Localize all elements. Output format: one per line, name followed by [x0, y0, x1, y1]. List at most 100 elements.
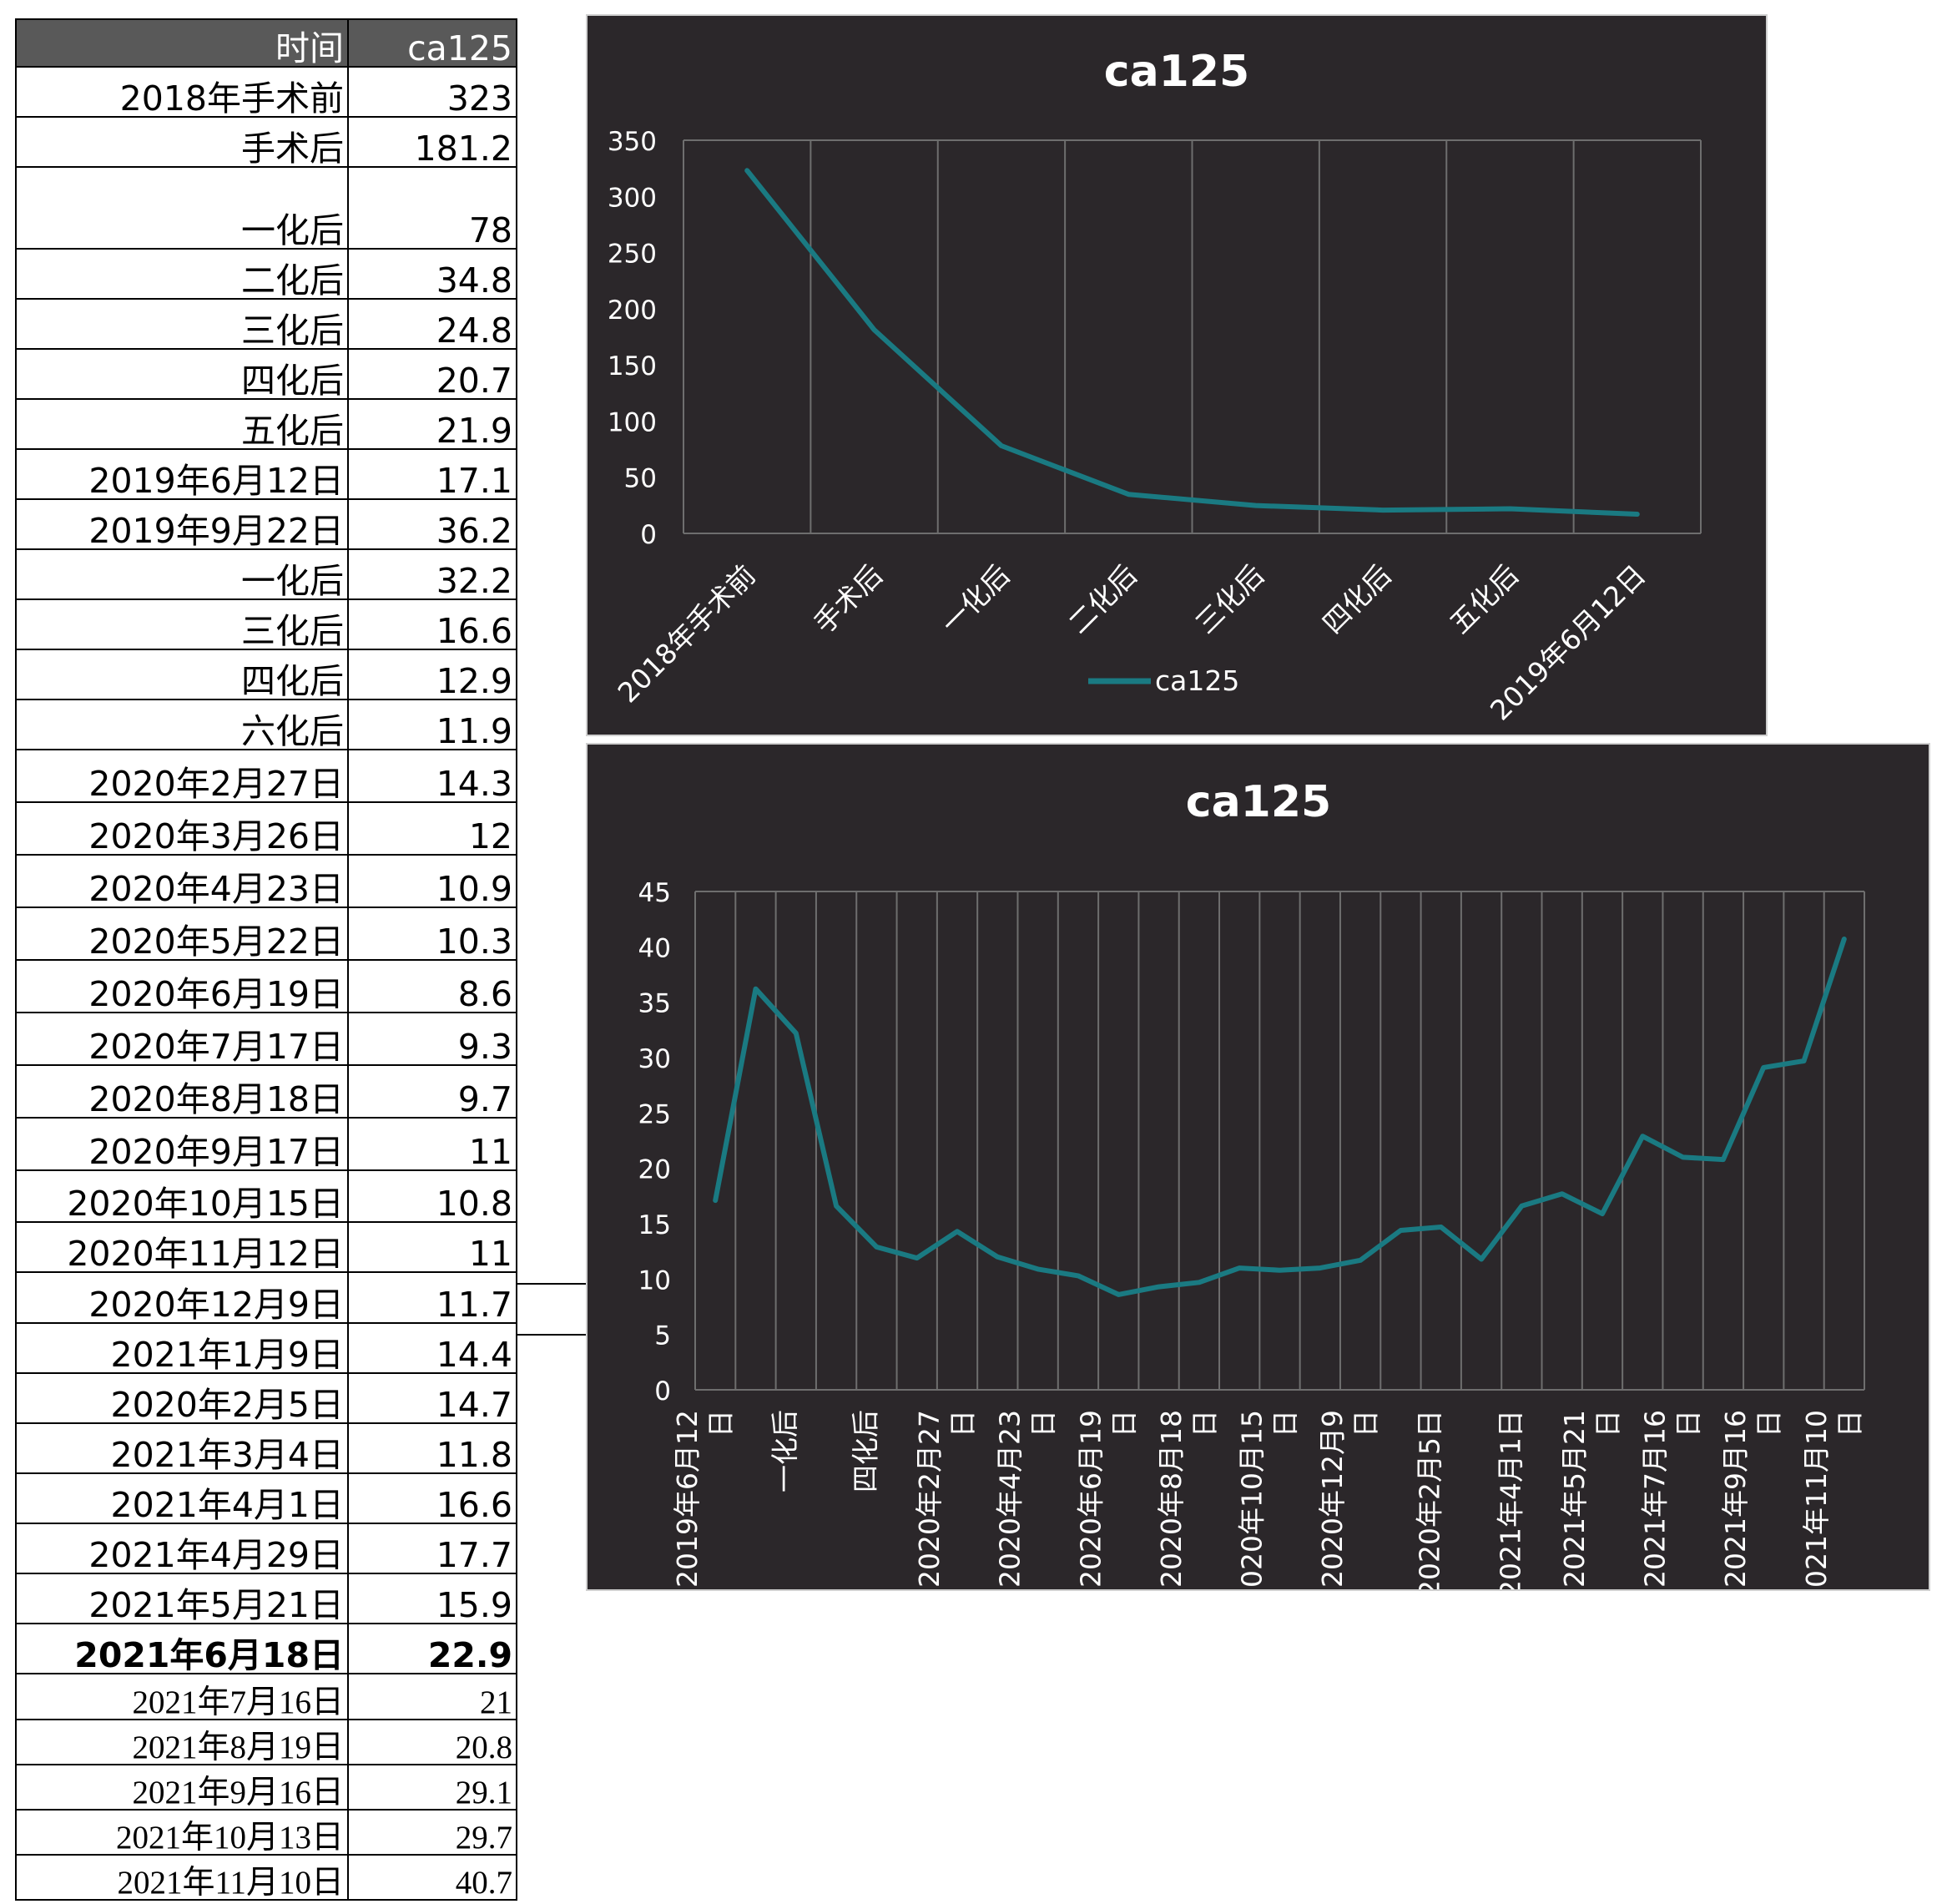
cell-time[interactable]: 四化后 [15, 650, 349, 700]
cell-value[interactable]: 32.2 [349, 550, 517, 600]
cell-time[interactable]: 2020年6月19日 [15, 961, 349, 1013]
cell-value[interactable]: 10.8 [349, 1171, 517, 1223]
cell-value[interactable]: 29.7 [349, 1811, 517, 1856]
cell-value[interactable]: 323 [349, 68, 517, 118]
cell-time[interactable]: 2021年11月10日 [15, 1856, 349, 1901]
cell-time[interactable]: 2020年9月17日 [15, 1119, 349, 1171]
cell-time[interactable]: 三化后 [15, 300, 349, 350]
cell-time[interactable]: 2019年6月12日 [15, 450, 349, 500]
cell-value[interactable]: 22.9 [349, 1624, 517, 1674]
cell-time[interactable]: 六化后 [15, 700, 349, 750]
cell-time[interactable]: 2021年9月16日 [15, 1765, 349, 1811]
cell-time[interactable]: 2020年8月18日 [15, 1066, 349, 1119]
cell-time[interactable]: 2020年2月5日 [15, 1374, 349, 1424]
chart-ca125-late[interactable]: ca125 0 5 10 15 20 25 30 35 40 45 2019年6月12 日一化后 四化后 2… [586, 743, 1930, 1591]
x-tick-label: 2020年2月27 [913, 1410, 946, 1588]
cell-value[interactable]: 14.3 [349, 750, 517, 803]
data-point [1158, 1286, 1160, 1288]
cell-value[interactable]: 29.1 [349, 1765, 517, 1811]
cell-time[interactable]: 2021年8月19日 [15, 1720, 349, 1765]
cell-value[interactable]: 10.9 [349, 856, 517, 908]
data-point [714, 1199, 716, 1201]
cell-time[interactable]: 2020年10月15日 [15, 1171, 349, 1223]
cell-value[interactable]: 12 [349, 803, 517, 856]
cell-value[interactable]: 78 [349, 168, 517, 250]
cell-time[interactable]: 2020年5月22日 [15, 908, 349, 961]
chart-ca125-early[interactable]: ca125 0 50 100 150 200 250 300 350 2018年手术前 手术后 一化后… [586, 14, 1768, 736]
y-tick-label: 30 [638, 1044, 671, 1074]
cell-time[interactable]: 三化后 [15, 600, 349, 650]
cell-value[interactable]: 20.8 [349, 1720, 517, 1765]
cell-value[interactable]: 40.7 [349, 1856, 517, 1901]
x-tick-label: 日 [1027, 1410, 1060, 1437]
cell-value[interactable]: 16.6 [349, 600, 517, 650]
cell-value[interactable]: 10.3 [349, 908, 517, 961]
cell-time[interactable]: 一化后 [15, 550, 349, 600]
table-row: 2020年4月23日 10.9 [15, 854, 517, 908]
y-tick-label: 40 [638, 933, 671, 963]
header-cell-value[interactable]: ca125 [349, 20, 517, 68]
cell-value[interactable]: 8.6 [349, 961, 517, 1013]
cell-time[interactable]: 2020年11月12日 [15, 1223, 349, 1273]
data-point [916, 1257, 918, 1259]
y-tick-label: 200 [608, 295, 657, 326]
data-point [1601, 1213, 1603, 1215]
header-cell-time[interactable]: 时间 [15, 20, 349, 68]
cell-time[interactable]: 2021年1月9日 [15, 1324, 349, 1374]
cell-value[interactable]: 17.1 [349, 450, 517, 500]
cell-time[interactable]: 2021年7月16日 [15, 1674, 349, 1720]
cell-time[interactable]: 2020年12月9日 [15, 1273, 349, 1324]
cell-value[interactable]: 36.2 [349, 500, 517, 550]
cell-value[interactable]: 24.8 [349, 300, 517, 350]
table-row: 2020年11月12日 11 [15, 1221, 517, 1273]
data-point [1637, 513, 1638, 515]
cell-value[interactable]: 11 [349, 1223, 517, 1273]
cell-time[interactable]: 2021年5月21日 [15, 1574, 349, 1624]
cell-time[interactable]: 2020年3月26日 [15, 803, 349, 856]
cell-time[interactable]: 2021年4月1日 [15, 1474, 349, 1524]
cell-value[interactable]: 12.9 [349, 650, 517, 700]
x-tick-label: 日 [1269, 1410, 1302, 1437]
cell-time[interactable]: 二化后 [15, 250, 349, 300]
cell-value[interactable]: 15.9 [349, 1574, 517, 1624]
data-point [1382, 509, 1384, 511]
cell-value[interactable]: 14.7 [349, 1374, 517, 1424]
cell-time[interactable]: 2021年6月18日 [15, 1624, 349, 1674]
cell-time[interactable]: 五化后 [15, 400, 349, 450]
x-tick-label: 2019年6月12 [671, 1410, 704, 1588]
cell-value[interactable]: 9.3 [349, 1013, 517, 1066]
cell-value[interactable]: 181.2 [349, 118, 517, 168]
cell-time[interactable]: 2021年3月4日 [15, 1424, 349, 1474]
cell-time[interactable]: 2018年手术前 [15, 68, 349, 118]
cell-value[interactable]: 11.8 [349, 1424, 517, 1474]
cell-value[interactable]: 17.7 [349, 1524, 517, 1574]
data-point [1400, 1230, 1401, 1231]
cell-value[interactable]: 34.8 [349, 250, 517, 300]
cell-value[interactable]: 11.7 [349, 1273, 517, 1324]
cell-time[interactable]: 2021年4月29日 [15, 1524, 349, 1574]
data-point [1521, 1205, 1522, 1207]
cell-time[interactable]: 手术后 [15, 118, 349, 168]
x-tick-label: 五化后 [1444, 558, 1526, 640]
cell-time[interactable]: 四化后 [15, 350, 349, 400]
data-point [1001, 445, 1002, 447]
table-row: 2021年8月19日 20.8 [15, 1719, 517, 1765]
cell-value[interactable]: 20.7 [349, 350, 517, 400]
table-row: 2019年9月22日 36.2 [15, 498, 517, 550]
x-tick-label: 日 [1107, 1410, 1140, 1437]
cell-value[interactable]: 21 [349, 1674, 517, 1720]
cell-value[interactable]: 21.9 [349, 400, 517, 450]
cell-value[interactable]: 14.4 [349, 1324, 517, 1374]
cell-time[interactable]: 2021年10月13日 [15, 1811, 349, 1856]
cell-value[interactable]: 9.7 [349, 1066, 517, 1119]
cell-time[interactable]: 2019年9月22日 [15, 500, 349, 550]
cell-time[interactable]: 2020年7月17日 [15, 1013, 349, 1066]
cell-time[interactable]: 2020年4月23日 [15, 856, 349, 908]
data-point [1279, 1270, 1281, 1271]
cell-value[interactable]: 11.9 [349, 700, 517, 750]
cell-value[interactable]: 11 [349, 1119, 517, 1171]
cell-value[interactable]: 16.6 [349, 1474, 517, 1524]
cell-time[interactable]: 一化后 [15, 168, 349, 250]
cell-time[interactable]: 2020年2月27日 [15, 750, 349, 803]
table-row: 一化后 78 [15, 166, 517, 250]
